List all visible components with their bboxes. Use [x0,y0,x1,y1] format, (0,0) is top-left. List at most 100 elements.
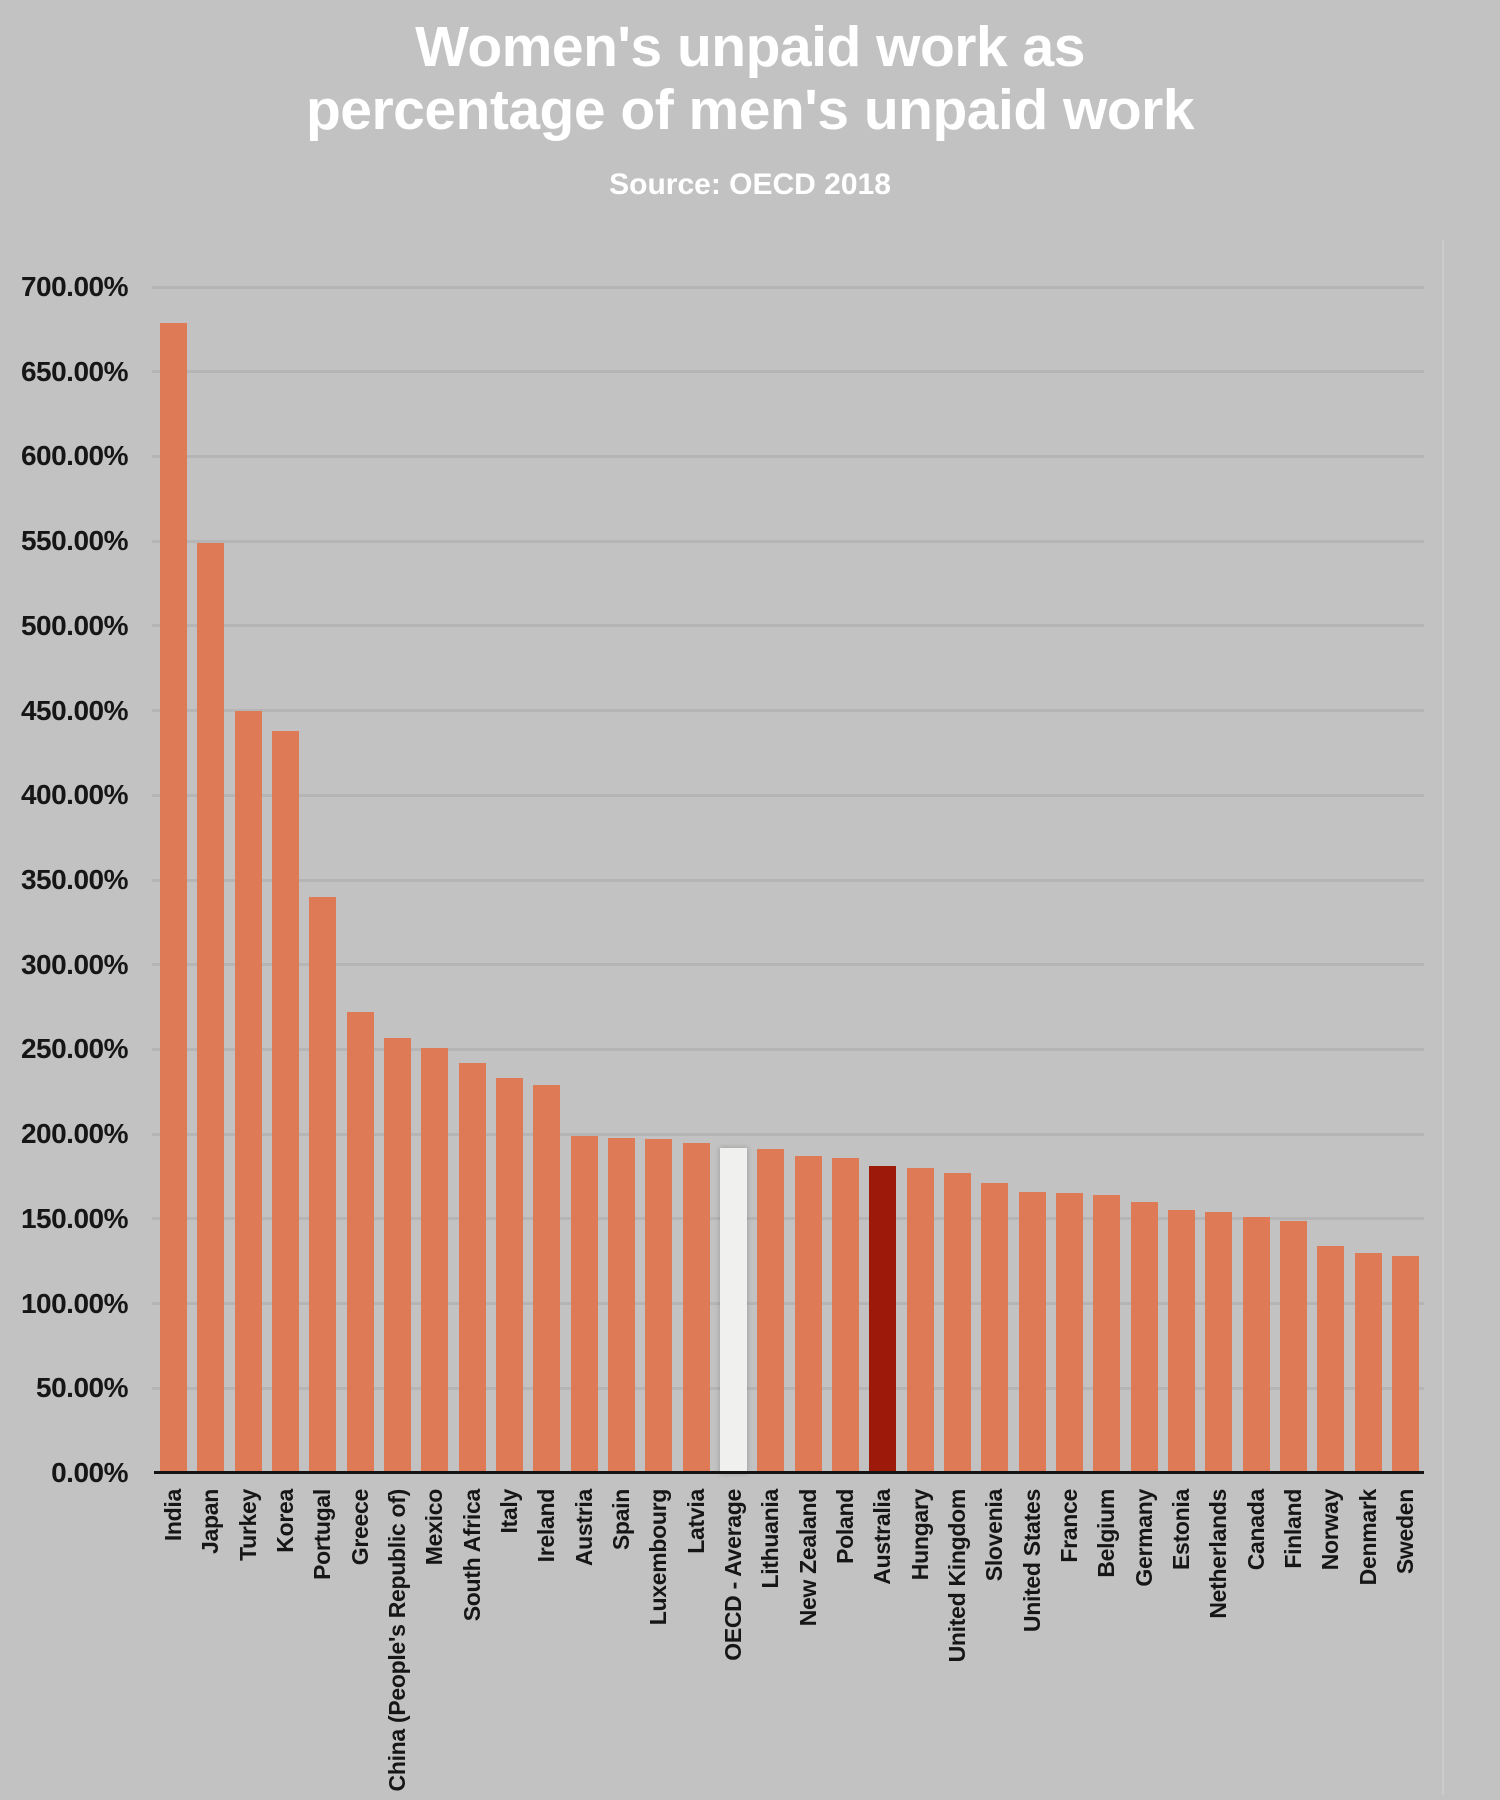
x-tick-label-japan: Japan [197,1489,224,1554]
gridline-350 [152,878,1424,882]
bar-lithuania [757,1149,785,1473]
x-tick-label-sweden: Sweden [1391,1489,1418,1575]
y-tick-label-500: 500.00% [20,609,129,641]
bar-japan [197,542,225,1473]
bar-belgium [1093,1195,1121,1473]
bar-netherlands [1205,1212,1233,1473]
x-tick-label-belgium: Belgium [1093,1489,1120,1578]
x-tick-label-italy: Italy [495,1489,522,1534]
x-tick-label-latvia: Latvia [682,1489,709,1554]
chart-title-line-1: Women's unpaid work as [415,15,1085,79]
y-tick-label-600: 600.00% [20,440,129,472]
x-tick-label-united-states: United States [1018,1489,1045,1633]
x-tick-label-estonia: Estonia [1167,1489,1194,1570]
bar-united-kingdom [943,1173,971,1473]
gridline-650 [152,370,1424,374]
gridline-200 [152,1132,1424,1136]
x-tick-label-australia: Australia [869,1489,896,1585]
x-tick-label-turkey: Turkey [234,1489,261,1561]
gridline-100 [152,1302,1424,1306]
bar-ireland [533,1085,561,1473]
bar-korea [271,730,299,1473]
bar-finland [1279,1220,1307,1473]
x-tick-label-hungary: Hungary [906,1489,933,1581]
x-tick-label-lithuania: Lithuania [757,1489,784,1589]
x-tick-label-new-zealand: New Zealand [794,1489,821,1627]
bar-slovenia [981,1183,1009,1473]
x-tick-label-portugal: Portugal [309,1489,336,1580]
gridline-500 [152,624,1424,628]
bar-mexico [421,1047,449,1473]
bar-south-africa [458,1062,486,1473]
chart-title: Women's unpaid work as percentage of men… [0,16,1500,142]
bar-canada [1242,1217,1270,1473]
bar-italy [495,1078,523,1473]
x-tick-label-luxembourg: Luxembourg [645,1489,672,1626]
x-tick-label-norway: Norway [1317,1489,1344,1571]
y-tick-label-350: 350.00% [20,864,129,895]
x-tick-label-netherlands: Netherlands [1205,1489,1232,1619]
gridline-600 [152,454,1424,458]
chart-subtitle: Source: OECD 2018 [609,168,891,201]
gridline-300 [152,963,1424,967]
y-tick-label-700: 700.00% [20,271,129,302]
bar-new-zealand [794,1156,822,1473]
y-tick-label-550: 550.00% [20,525,129,557]
x-tick-label-oecd-average: OECD - Average [719,1489,746,1661]
gridline-250 [152,1047,1424,1051]
gridline-50 [152,1386,1424,1390]
bar-sweden [1391,1256,1419,1473]
x-tick-label-united-kingdom: United Kingdom [943,1489,970,1663]
x-tick-label-france: France [1055,1489,1082,1563]
y-tick-label-650: 650.00% [20,355,129,387]
bar-germany [1130,1201,1158,1473]
x-tick-label-denmark: Denmark [1354,1489,1381,1586]
x-tick-label-ireland: Ireland [533,1489,560,1563]
x-tick-label-slovenia: Slovenia [981,1489,1008,1582]
x-tick-label-finland: Finland [1279,1489,1306,1569]
y-tick-label-100: 100.00% [20,1287,129,1319]
x-tick-label-spain: Spain [607,1489,634,1551]
plot-right-edge [1442,240,1444,1795]
bar-luxembourg [645,1139,673,1473]
gridline-150 [152,1217,1424,1221]
x-axis-line [154,1471,1424,1474]
x-tick-label-india: India [160,1489,186,1542]
bar-oecd-average [719,1147,747,1473]
y-tick-label-150: 150.00% [20,1202,129,1234]
bar-turkey [234,710,262,1473]
y-tick-label-300: 300.00% [20,948,129,980]
bar-france [1055,1193,1083,1473]
bar-spain [607,1137,635,1473]
x-tick-label-china-people-s-republic-of: China (People's Republic of) [383,1489,410,1792]
y-tick-label-250: 250.00% [20,1033,129,1065]
x-tick-label-canada: Canada [1242,1489,1269,1571]
x-tick-label-poland: Poland [831,1489,858,1564]
y-tick-label-50: 50.00% [36,1372,128,1404]
bar-australia [869,1166,897,1473]
y-tick-label-450: 450.00% [20,694,129,726]
bar-norway [1317,1245,1345,1473]
x-tick-label-korea: Korea [271,1489,298,1553]
gridline-700 [152,285,1424,289]
bar-latvia [682,1142,710,1473]
gridline-450 [152,709,1424,713]
y-tick-label-200: 200.00% [20,1118,129,1150]
bar-poland [831,1157,859,1473]
x-tick-label-mexico: Mexico [421,1489,448,1566]
y-tick-label-0: 0.00% [51,1457,128,1488]
bar-portugal [309,896,337,1473]
x-tick-label-austria: Austria [570,1489,597,1567]
bar-united-states [1018,1191,1046,1473]
bar-denmark [1354,1252,1382,1473]
bar-austria [570,1135,598,1473]
gridline-550 [152,539,1424,543]
chart-title-line-2: percentage of men's unpaid work [305,78,1195,142]
gridline-400 [152,793,1424,797]
bar-greece [346,1012,374,1473]
bar-hungary [906,1168,934,1473]
bar-china-people-s-republic-of [383,1037,411,1473]
x-tick-label-germany: Germany [1130,1489,1157,1587]
